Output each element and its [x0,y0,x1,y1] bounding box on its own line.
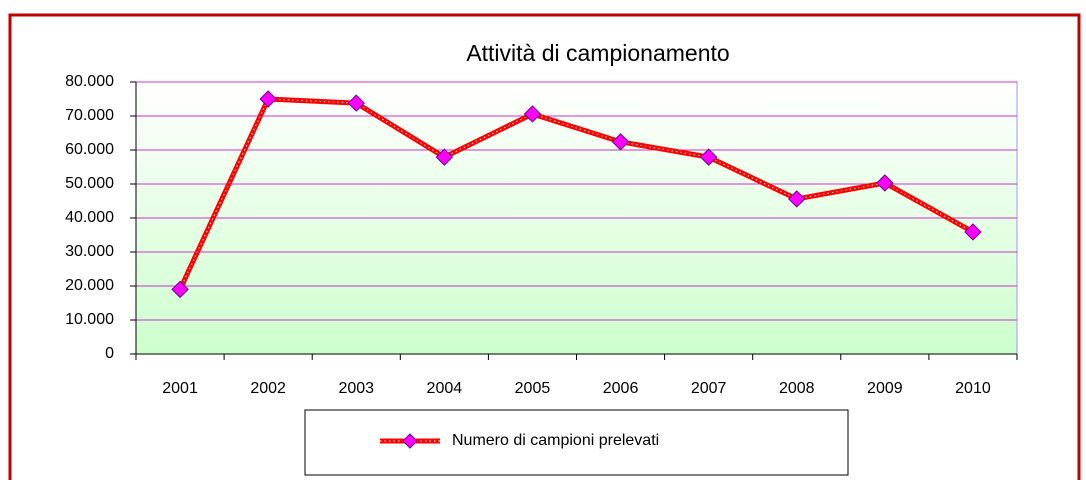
x-tick-label: 2010 [955,380,991,397]
x-tick-label: 2004 [427,380,463,397]
y-tick-label: 10.000 [65,311,114,328]
marker [788,190,806,208]
y-tick-label: 70.000 [65,107,114,124]
legend-marker [402,433,418,449]
marker [347,94,365,112]
marker [259,90,277,108]
y-tick-label: 0 [105,345,114,362]
x-tick-label: 2002 [250,380,286,397]
x-tick-label: 2009 [867,380,903,397]
x-tick-label: 2007 [691,380,727,397]
y-tick-label: 20.000 [65,277,114,294]
series-line-dots [179,98,974,290]
y-tick-label: 50.000 [65,175,114,192]
x-tick-label: 2001 [162,380,198,397]
x-tick-label: 2003 [338,380,374,397]
legend-label: Numero di campioni prelevati [452,432,659,449]
marker [699,148,718,166]
chart-title: Attività di campionamento [466,40,729,66]
y-tick-label: 30.000 [65,243,114,260]
marker [611,133,630,151]
marker [435,148,454,166]
marker [523,105,542,123]
x-tick-label: 2006 [603,380,639,397]
marker [876,174,894,192]
y-tick-label: 40.000 [65,209,114,226]
x-tick-label: 2008 [779,380,815,397]
y-tick-label: 80.000 [65,73,114,90]
x-tick-label: 2005 [515,380,551,397]
marker [964,223,982,241]
marker [171,280,189,299]
y-tick-label: 60.000 [65,141,114,158]
